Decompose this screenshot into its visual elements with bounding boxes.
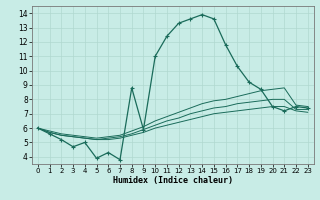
X-axis label: Humidex (Indice chaleur): Humidex (Indice chaleur)	[113, 176, 233, 185]
